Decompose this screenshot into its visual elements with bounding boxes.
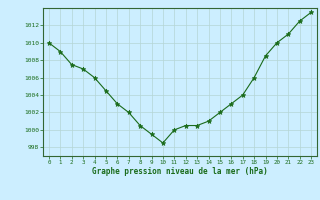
X-axis label: Graphe pression niveau de la mer (hPa): Graphe pression niveau de la mer (hPa) bbox=[92, 167, 268, 176]
